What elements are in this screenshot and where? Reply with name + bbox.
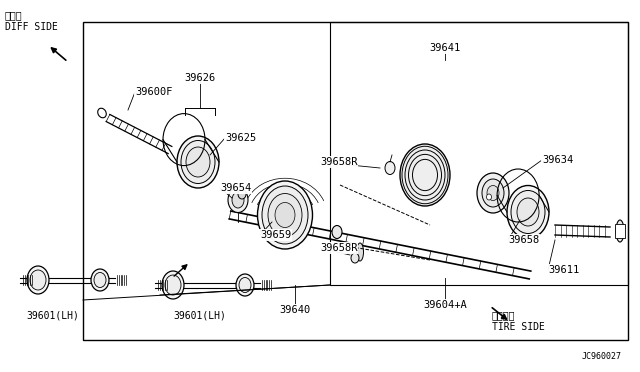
Text: 39658R: 39658R xyxy=(320,157,358,167)
Ellipse shape xyxy=(351,253,359,263)
Ellipse shape xyxy=(94,273,106,288)
Text: TIRE SIDE: TIRE SIDE xyxy=(492,322,545,332)
Text: 39611: 39611 xyxy=(548,265,579,275)
Ellipse shape xyxy=(238,189,246,199)
Ellipse shape xyxy=(257,181,312,249)
Ellipse shape xyxy=(402,146,448,204)
Ellipse shape xyxy=(165,275,181,295)
Ellipse shape xyxy=(482,179,504,207)
Ellipse shape xyxy=(486,194,492,200)
Ellipse shape xyxy=(268,193,302,237)
Ellipse shape xyxy=(400,144,450,206)
Ellipse shape xyxy=(30,270,46,290)
Ellipse shape xyxy=(162,271,184,299)
Text: 39600F: 39600F xyxy=(135,87,173,97)
Text: 39658: 39658 xyxy=(508,235,540,245)
Ellipse shape xyxy=(477,173,509,213)
Ellipse shape xyxy=(27,266,49,294)
Text: 39601(LH): 39601(LH) xyxy=(27,310,79,320)
Text: 39601(LH): 39601(LH) xyxy=(173,310,227,320)
Ellipse shape xyxy=(181,141,215,183)
Ellipse shape xyxy=(487,186,499,201)
Ellipse shape xyxy=(98,108,106,118)
Ellipse shape xyxy=(616,220,624,242)
Ellipse shape xyxy=(413,159,438,190)
Ellipse shape xyxy=(517,198,539,226)
Ellipse shape xyxy=(511,190,545,234)
Text: JC960027: JC960027 xyxy=(582,352,622,361)
Ellipse shape xyxy=(408,154,442,196)
Text: 39654: 39654 xyxy=(220,183,252,193)
Text: 39625: 39625 xyxy=(225,133,256,143)
Ellipse shape xyxy=(262,186,308,244)
Ellipse shape xyxy=(356,243,364,261)
Ellipse shape xyxy=(332,225,342,238)
Text: 39626: 39626 xyxy=(184,73,216,83)
Ellipse shape xyxy=(275,202,295,228)
Text: 39640: 39640 xyxy=(280,305,310,315)
Text: タイヤ側: タイヤ側 xyxy=(492,310,515,320)
Ellipse shape xyxy=(177,136,219,188)
Text: デフ側: デフ側 xyxy=(5,10,22,20)
Text: 39658R: 39658R xyxy=(320,243,358,253)
Ellipse shape xyxy=(239,278,251,292)
Text: 39659: 39659 xyxy=(260,230,291,240)
Text: DIFF SIDE: DIFF SIDE xyxy=(5,22,58,32)
Ellipse shape xyxy=(385,161,395,174)
Text: 39641: 39641 xyxy=(429,43,461,53)
Polygon shape xyxy=(615,224,625,238)
Text: 39604+A: 39604+A xyxy=(423,300,467,310)
Ellipse shape xyxy=(507,186,549,238)
Ellipse shape xyxy=(228,187,248,212)
Ellipse shape xyxy=(405,150,445,200)
Ellipse shape xyxy=(232,192,244,208)
Ellipse shape xyxy=(236,274,254,296)
Ellipse shape xyxy=(186,147,210,177)
Ellipse shape xyxy=(91,269,109,291)
Text: 39634: 39634 xyxy=(542,155,573,165)
